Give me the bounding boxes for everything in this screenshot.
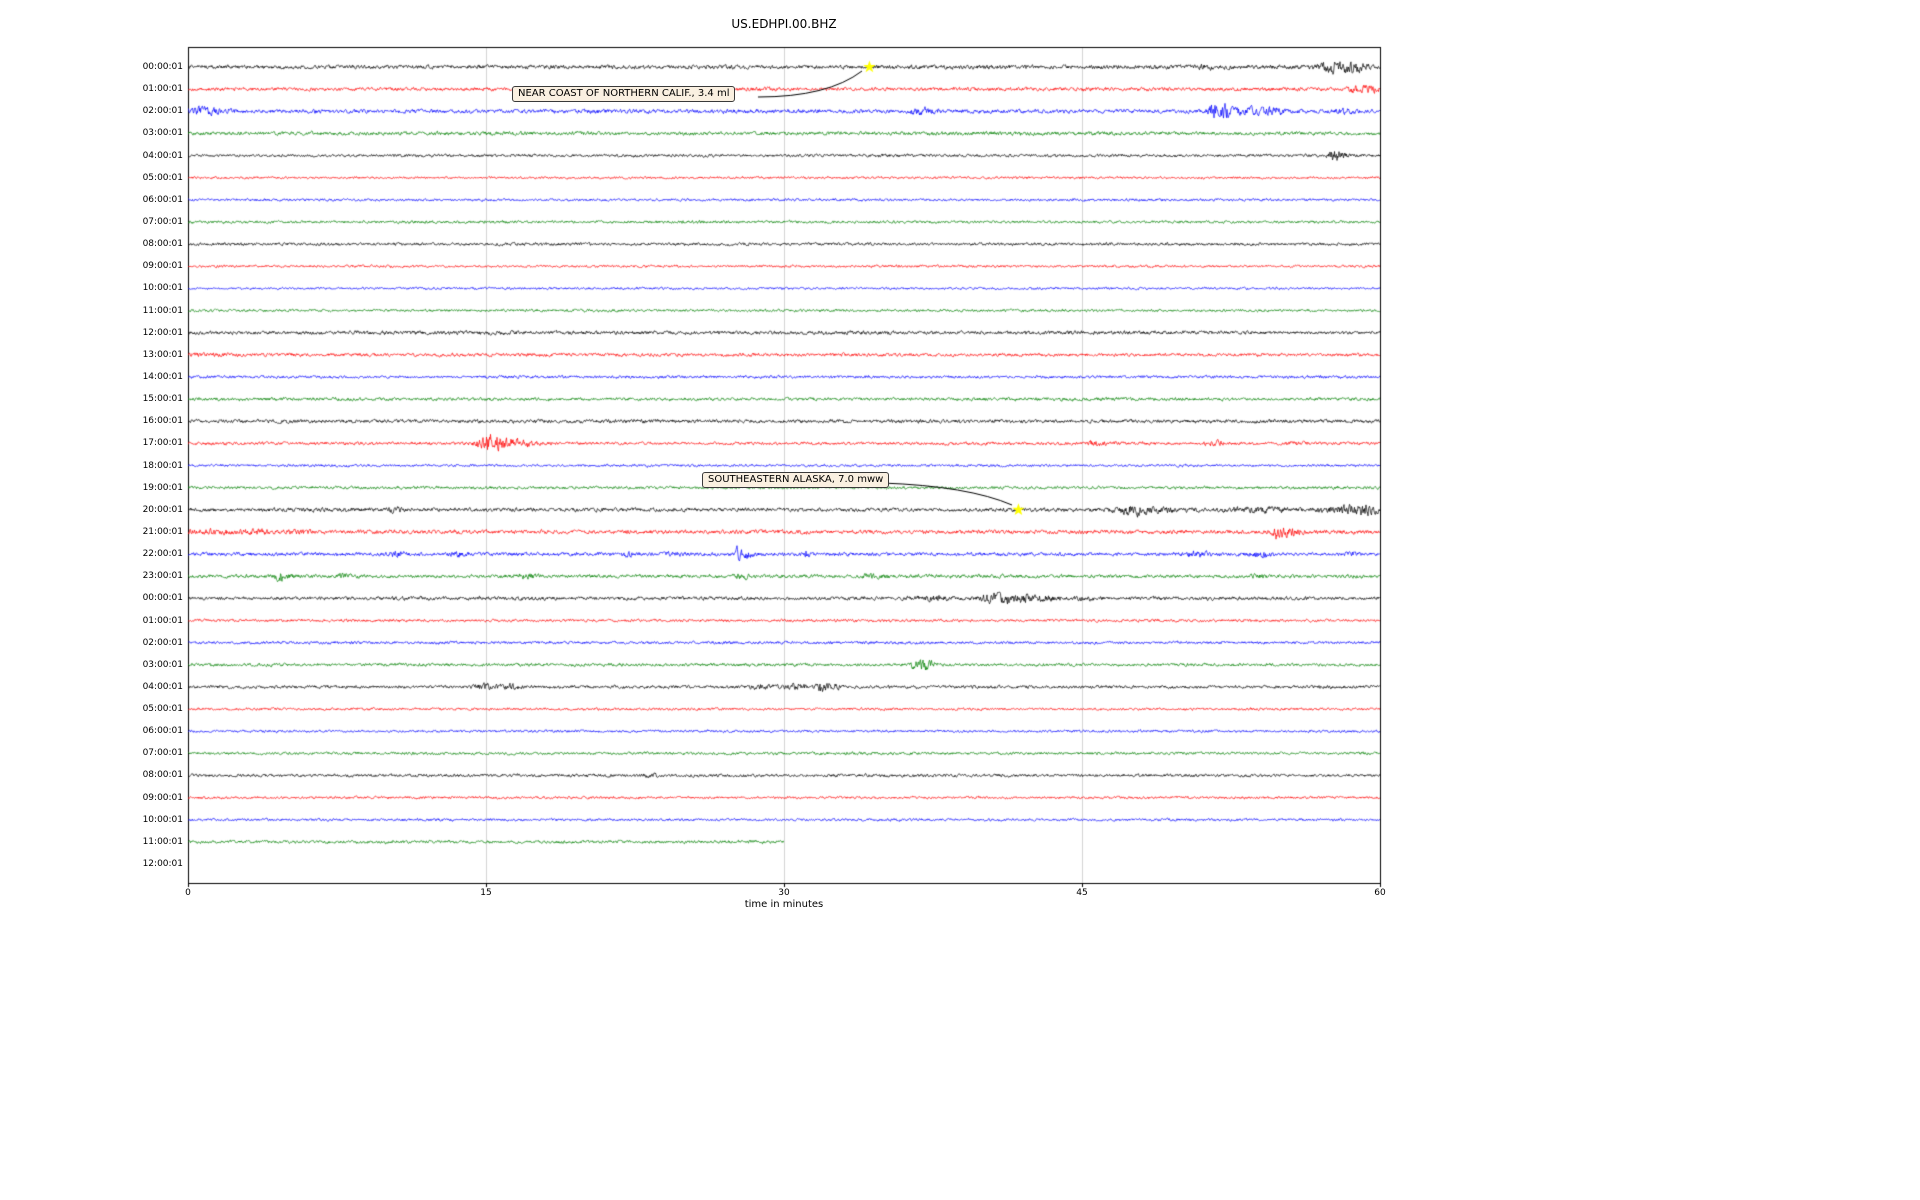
row-time-label: 07:00:01 [142,748,183,759]
row-time-label: 01:00:01 [142,84,183,95]
row-time-label: 20:00:01 [142,504,183,515]
row-time-label: 06:00:01 [142,726,183,737]
row-time-label: 01:00:01 [142,615,183,626]
row-time-label: 10:00:01 [142,814,183,825]
row-time-label: 08:00:01 [142,239,183,250]
row-time-label: 18:00:01 [142,460,183,471]
row-time-label: 21:00:01 [142,526,183,537]
row-time-label: 03:00:01 [142,659,183,670]
x-tick-label: 60 [1374,888,1386,898]
row-time-label: 05:00:01 [142,704,183,715]
row-time-label: 19:00:01 [142,482,183,493]
row-time-label: 10:00:01 [142,283,183,294]
row-time-label: 09:00:01 [142,261,183,272]
event-annotation-southeastern-alaska: SOUTHEASTERN ALASKA, 7.0 mww [702,472,890,488]
row-time-label: 12:00:01 [142,859,183,870]
x-axis-title: time in minutes [744,899,824,910]
row-time-label: 00:00:01 [142,62,183,72]
row-time-label: 04:00:01 [142,150,183,161]
row-time-label: 23:00:01 [142,571,183,582]
chart-title: US.EDHPI.00.BHZ [731,17,837,31]
row-time-label: 12:00:01 [142,327,183,338]
row-time-label: 07:00:01 [142,216,183,227]
row-time-label: 14:00:01 [142,371,183,382]
x-tick-label: 15 [480,888,492,898]
row-time-label: 16:00:01 [142,416,183,427]
row-time-label: 00:00:01 [142,593,183,604]
row-time-label: 03:00:01 [142,128,183,139]
row-time-label: 08:00:01 [142,770,183,781]
row-time-label: 04:00:01 [142,681,183,692]
x-tick-label: 45 [1076,888,1088,898]
row-time-label: 06:00:01 [142,194,183,205]
row-time-label: 11:00:01 [142,305,183,316]
x-tick-label: 30 [778,888,790,898]
row-time-label: 02:00:01 [142,106,183,117]
row-time-label: 05:00:01 [142,172,183,183]
row-time-label: 09:00:01 [142,792,183,803]
x-tick-label: 0 [185,888,191,898]
row-time-label: 02:00:01 [142,637,183,648]
event-annotation-near-coast-northern-calif: NEAR COAST OF NORTHERN CALIF., 3.4 ml [512,86,736,102]
row-time-label: 15:00:01 [142,394,183,405]
row-time-label: 17:00:01 [142,438,183,449]
row-time-label: 13:00:01 [142,349,183,360]
row-time-label: 11:00:01 [142,836,183,847]
row-time-label: 22:00:01 [142,549,183,560]
